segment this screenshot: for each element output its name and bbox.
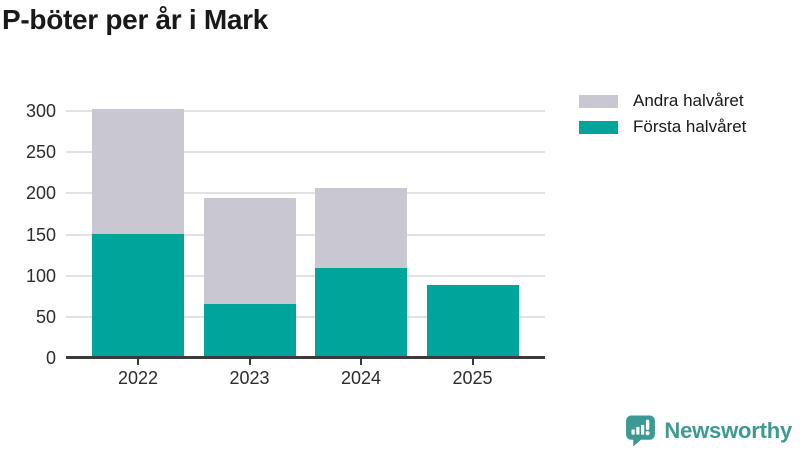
x-tick	[360, 359, 362, 365]
x-tick	[471, 359, 474, 365]
gridline	[66, 110, 545, 112]
y-tick-label: 300	[25, 101, 56, 121]
gridline	[66, 233, 545, 236]
x-tick-label: 2023	[229, 368, 270, 388]
x-tick	[248, 359, 251, 365]
chart-title: P-böter per år i Mark	[2, 4, 269, 35]
gridline	[66, 274, 545, 277]
legend-swatch-andra-halvaret	[579, 94, 618, 108]
x-axis-line	[66, 356, 545, 359]
x-tick-label: 2024	[340, 368, 382, 388]
newsworthy-wordmark: Newsworthy	[664, 417, 792, 443]
bar-2024	[315, 109, 407, 356]
bar-2022	[92, 109, 184, 356]
legend-item-andra-halvaret: Andra halvåret	[579, 88, 746, 114]
bar-segment-2023-f-rsta-halv-ret	[203, 304, 296, 356]
legend-swatch-forsta-halvaret	[579, 120, 618, 134]
y-tick-label: 50	[35, 306, 56, 327]
bar-segment-2024-andra-halv-ret	[315, 188, 407, 268]
bar-segment-2024-f-rsta-halv-ret	[315, 267, 407, 356]
bar-segment-2022-andra-halv-ret	[92, 109, 184, 235]
bar-segment-2025-f-rsta-halv-ret	[426, 285, 519, 356]
y-tick-label: 150	[25, 224, 56, 245]
bar-segment-2023-andra-halv-ret	[203, 197, 296, 305]
legend-item-forsta-halvaret: Första halvåret	[579, 114, 746, 140]
legend-label-forsta-halvaret: Första halvåret	[633, 117, 747, 136]
y-tick-label: 200	[25, 183, 56, 204]
x-tick-label: 2025	[452, 368, 493, 388]
y-tick-label: 250	[25, 142, 56, 163]
gridline	[66, 315, 545, 318]
bar-segment-2022-f-rsta-halv-ret	[92, 234, 184, 356]
bar-2025	[426, 109, 519, 356]
legend-label-andra-halvaret: Andra halvåret	[633, 91, 744, 110]
newsworthy-chart-bubble-icon	[626, 415, 656, 447]
y-tick-label: 0	[45, 348, 56, 368]
x-tick	[137, 359, 139, 365]
legend: Andra halvåret Första halvåret	[579, 88, 746, 140]
chart-area: 0 50 100 150 200 250 300 2022 2023 2024 2025	[0, 101, 545, 388]
gridline	[66, 192, 545, 195]
gridline	[66, 151, 545, 154]
newsworthy-logo[interactable]: Newsworthy	[624, 414, 792, 447]
y-tick-label: 100	[25, 265, 56, 286]
x-tick-label: 2022	[117, 368, 159, 388]
bar-2023	[203, 109, 296, 356]
